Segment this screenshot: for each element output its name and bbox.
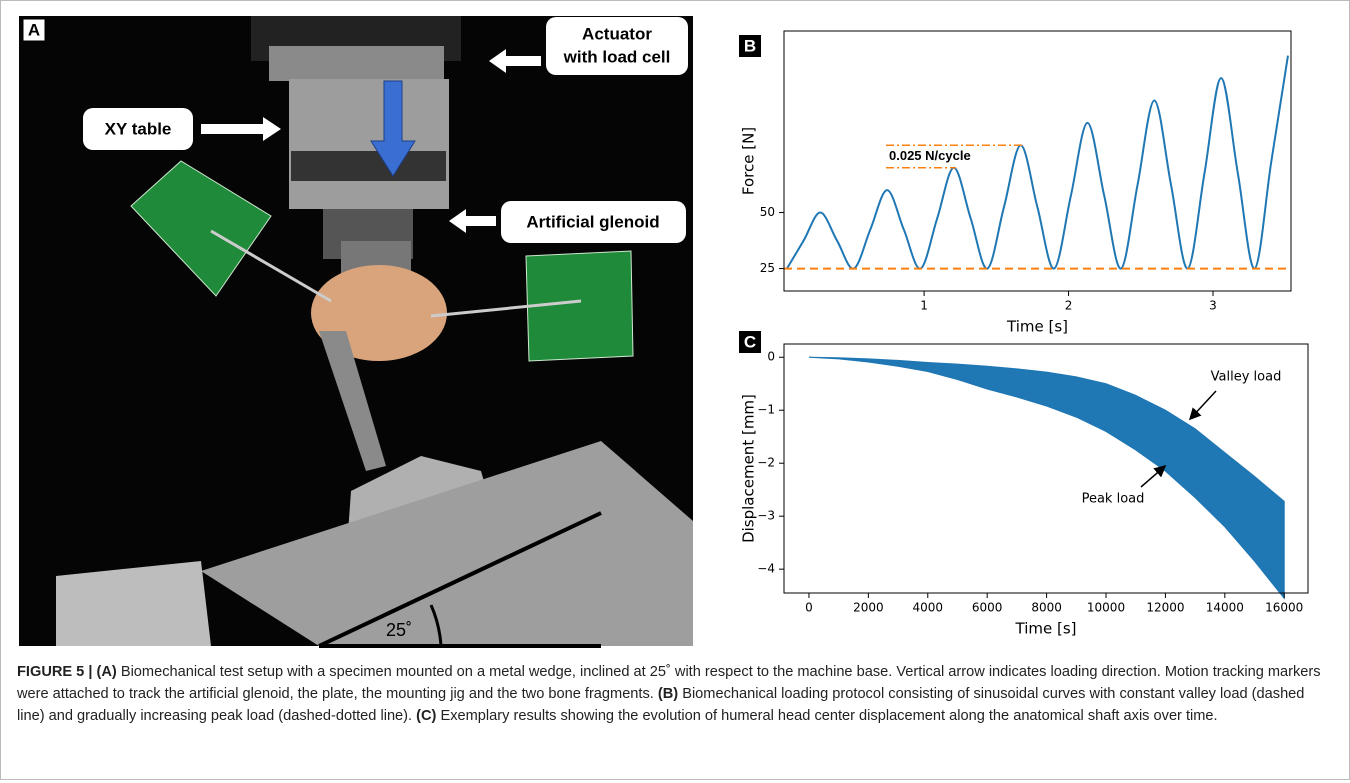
plate — [319, 331, 386, 471]
label-box — [83, 108, 193, 150]
angle-arc — [429, 604, 443, 647]
x-tick-label: 14000 — [1206, 601, 1244, 615]
y-tick-label: 25 — [760, 261, 775, 275]
y-tick-label: 0 — [767, 350, 775, 364]
y-tick-label: −2 — [757, 456, 775, 470]
xy-table — [289, 79, 449, 209]
caption-tag: (A) — [96, 664, 117, 680]
marker-board — [525, 250, 634, 362]
marker-rod — [430, 299, 582, 318]
x-tick-label: 2 — [1065, 299, 1073, 313]
x-tick-label: 1 — [920, 299, 928, 313]
panel-label-box — [739, 331, 761, 353]
x-axis-label: Time [s] — [1015, 620, 1077, 638]
panel-label-box — [22, 18, 46, 42]
xy-table-slot — [291, 151, 446, 181]
displacement-band — [808, 356, 1285, 600]
caption: FIGURE 5 | (A) Biomechanical test setup … — [17, 661, 1335, 727]
actuator-flange — [269, 46, 444, 81]
marker-board — [130, 160, 272, 297]
annotation-arrow — [1140, 465, 1167, 488]
marker-rod — [210, 229, 332, 303]
x-tick-label: 2000 — [853, 601, 884, 615]
incline-line — [318, 511, 602, 648]
photo-label: with load cell — [563, 47, 671, 66]
y-axis-label: Force [N] — [740, 127, 758, 195]
force-line — [786, 55, 1289, 270]
panel-label: B — [744, 36, 756, 55]
y-axis-label: Displacement [mm] — [740, 394, 758, 543]
label-box — [546, 17, 688, 75]
clamp — [56, 561, 211, 646]
annotation-arrow — [1188, 390, 1217, 421]
axes-frame — [783, 343, 1309, 594]
axes-frame — [783, 30, 1292, 292]
photo-label: Artificial glenoid — [526, 212, 659, 231]
panel-label: C — [744, 332, 756, 351]
x-tick-label: 0 — [805, 601, 813, 615]
caption-tag: FIGURE 5 | — [17, 664, 93, 680]
x-tick-label: 8000 — [1031, 601, 1062, 615]
caption-tag: (C) — [416, 708, 437, 724]
annotation: 0.025 N/cycle — [889, 148, 971, 163]
load-arrow — [370, 80, 416, 177]
caption-text: Biomechanical test setup with a specimen… — [17, 664, 1321, 702]
y-tick-label: 50 — [760, 205, 775, 219]
panel-label: A — [28, 20, 40, 39]
photo-label: XY table — [105, 119, 172, 138]
figure-graphics: 25˚ A Actuator with load cell XY table A… — [19, 16, 1309, 648]
x-axis-label: Time [s] — [1006, 318, 1068, 336]
photo: 25˚ A Actuator with load cell XY table A… — [19, 16, 693, 648]
angle-label: 25˚ — [386, 620, 412, 640]
pointer-arrow — [449, 209, 496, 233]
x-tick-label: 3 — [1209, 299, 1217, 313]
annotation: Peak load — [1082, 492, 1145, 507]
x-tick-label: 6000 — [972, 601, 1003, 615]
x-tick-label: 4000 — [912, 601, 943, 615]
y-tick-label: −4 — [757, 562, 775, 576]
x-tick-label: 16000 — [1265, 601, 1303, 615]
y-tick-label: −3 — [757, 509, 775, 523]
x-tick-label: 12000 — [1146, 601, 1184, 615]
panel-label-box — [739, 35, 761, 57]
caption-tag: (B) — [657, 686, 679, 702]
y-tick-label: −1 — [757, 403, 775, 417]
x-tick-label: 10000 — [1087, 601, 1125, 615]
label-box — [501, 201, 686, 243]
photo-label: Actuator — [582, 24, 652, 43]
caption-text: Exemplary results showing the evolution … — [436, 708, 1218, 724]
caption-text: Biomechanical loading protocol consistin… — [17, 686, 1305, 724]
wedge — [201, 441, 693, 646]
pointer-arrow — [489, 49, 541, 73]
pointer-arrow — [201, 117, 281, 141]
annotation: Valley load — [1211, 370, 1282, 385]
